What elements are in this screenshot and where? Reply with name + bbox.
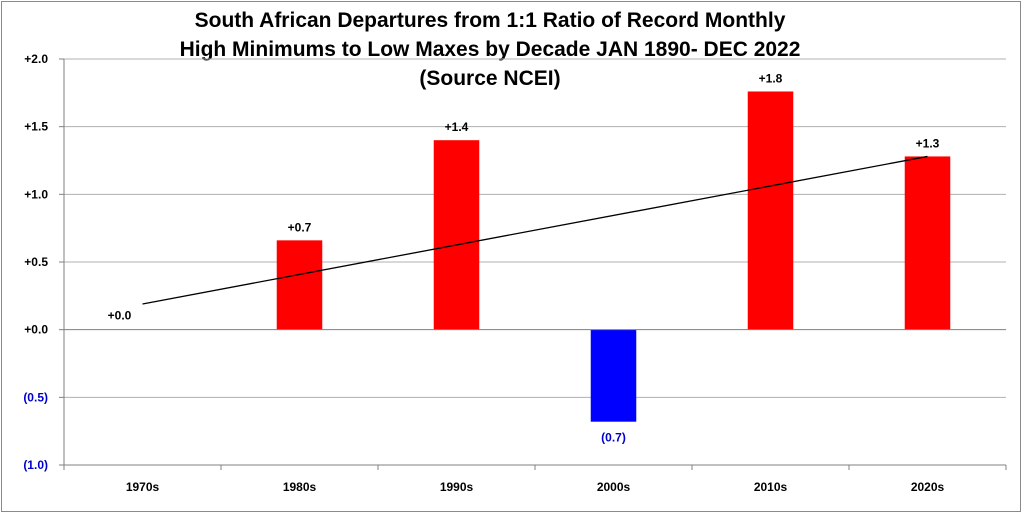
data-label: +1.3 (916, 136, 940, 150)
y-tick-label: +1.5 (24, 120, 48, 134)
bar-1990s (433, 140, 480, 330)
y-tick-label: +1.0 (24, 187, 48, 201)
bar-2000s (590, 329, 637, 422)
y-tick-label: (1.0) (23, 458, 48, 472)
gridlines (64, 58, 1006, 466)
x-tick-label: 1980s (283, 480, 317, 494)
data-label: +0.7 (288, 220, 312, 234)
chart-title: South African Departures from 1:1 Ratio … (120, 6, 860, 93)
data-label: +1.4 (445, 120, 469, 134)
y-tick-label: +0.5 (24, 255, 48, 269)
x-tick-label: 2000s (597, 480, 631, 494)
bars (276, 91, 951, 422)
y-tick-label: +2.0 (24, 52, 48, 66)
axes: +2.0 +1.5 +1.0 +0.5 +0.0 (0.5) (1.0) 1970s 1980s… (23, 52, 1007, 494)
trendline (142, 155, 928, 305)
data-label: (0.7) (601, 431, 626, 445)
bar-2020s (904, 156, 951, 330)
x-tick-label: 1970s (126, 480, 160, 494)
x-tick-label: 2020s (911, 480, 945, 494)
chart-title-line-2: High Minimums to Low Maxes by Decade JAN… (179, 38, 801, 61)
x-tick-label: 1990s (440, 480, 474, 494)
data-label: +1.8 (759, 71, 783, 85)
trendline-group (142, 155, 928, 305)
chart-title-line-1: South African Departures from 1:1 Ratio … (194, 9, 786, 32)
y-tick-label: +0.0 (24, 323, 48, 337)
y-tick-label: (0.5) (23, 390, 48, 404)
bar-1980s (276, 240, 323, 330)
data-labels: +0.0 +0.7 +1.4 (0.7) +1.8 +1.3 (108, 71, 940, 444)
data-label: +0.0 (108, 309, 132, 323)
chart-title-line-3: (Source NCEI) (419, 67, 561, 90)
bar-2010s (747, 91, 794, 330)
x-tick-label: 2010s (754, 480, 788, 494)
